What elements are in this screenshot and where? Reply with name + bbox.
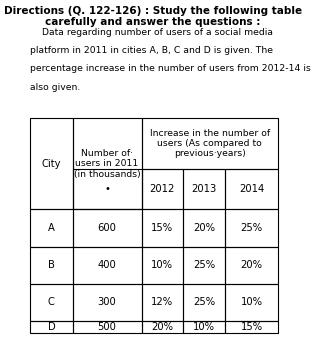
- Text: Increase in the number of
users (As compared to
previous·years): Increase in the number of users (As comp…: [150, 129, 270, 158]
- Bar: [73, 247, 141, 284]
- Text: D: D: [48, 322, 55, 332]
- Text: C: C: [48, 297, 55, 307]
- Bar: [30, 284, 73, 321]
- Bar: [225, 169, 278, 209]
- Bar: [30, 247, 73, 284]
- Bar: [225, 321, 278, 333]
- Text: 15%: 15%: [151, 223, 173, 233]
- Text: carefully and answer the questions :: carefully and answer the questions :: [45, 17, 261, 27]
- Bar: [183, 247, 225, 284]
- Bar: [141, 284, 183, 321]
- Bar: [141, 209, 183, 247]
- Bar: [141, 247, 183, 284]
- Text: 2014: 2014: [239, 184, 264, 194]
- Text: Data regarding number of users of a social media: Data regarding number of users of a soci…: [30, 28, 273, 37]
- Text: 15%: 15%: [241, 322, 263, 332]
- Text: 600: 600: [98, 223, 117, 233]
- Text: 10%: 10%: [241, 297, 263, 307]
- Bar: [183, 209, 225, 247]
- Bar: [183, 169, 225, 209]
- Bar: [141, 169, 183, 209]
- Text: 25%: 25%: [241, 223, 263, 233]
- Bar: [73, 321, 141, 333]
- Bar: [183, 321, 225, 333]
- Bar: [73, 169, 141, 209]
- Bar: [73, 209, 141, 247]
- Bar: [30, 118, 73, 209]
- Bar: [30, 209, 73, 247]
- Text: 20%: 20%: [151, 322, 173, 332]
- Text: also given.: also given.: [30, 83, 81, 92]
- Text: 300: 300: [98, 297, 116, 307]
- Bar: [183, 284, 225, 321]
- Text: percentage increase in the number of users from 2012-14 is: percentage increase in the number of use…: [30, 64, 311, 73]
- Text: 2013: 2013: [191, 184, 217, 194]
- Bar: [141, 118, 278, 169]
- Bar: [73, 284, 141, 321]
- Text: 10%: 10%: [151, 260, 173, 270]
- Text: A: A: [48, 223, 55, 233]
- Text: Number of·
users in 2011
(in thousands): Number of· users in 2011 (in thousands): [74, 149, 140, 179]
- Bar: [141, 321, 183, 333]
- Text: 400: 400: [98, 260, 116, 270]
- Text: 2012: 2012: [150, 184, 175, 194]
- Text: 20%: 20%: [241, 260, 263, 270]
- Text: 10%: 10%: [193, 322, 215, 332]
- Bar: [225, 284, 278, 321]
- Text: 12%: 12%: [151, 297, 173, 307]
- Text: 500: 500: [98, 322, 117, 332]
- Text: platform in 2011 in cities A, B, C and D is given. The: platform in 2011 in cities A, B, C and D…: [30, 46, 273, 55]
- Text: City: City: [42, 159, 61, 169]
- Bar: [30, 321, 73, 333]
- Text: •: •: [104, 184, 110, 194]
- Bar: [73, 118, 141, 209]
- Text: 20%: 20%: [193, 223, 215, 233]
- Text: Directions (Q. 122-126) : Study the following table: Directions (Q. 122-126) : Study the foll…: [4, 6, 302, 16]
- Text: 25%: 25%: [193, 260, 215, 270]
- Text: B: B: [48, 260, 55, 270]
- Bar: [225, 247, 278, 284]
- Text: 25%: 25%: [193, 297, 215, 307]
- Bar: [225, 209, 278, 247]
